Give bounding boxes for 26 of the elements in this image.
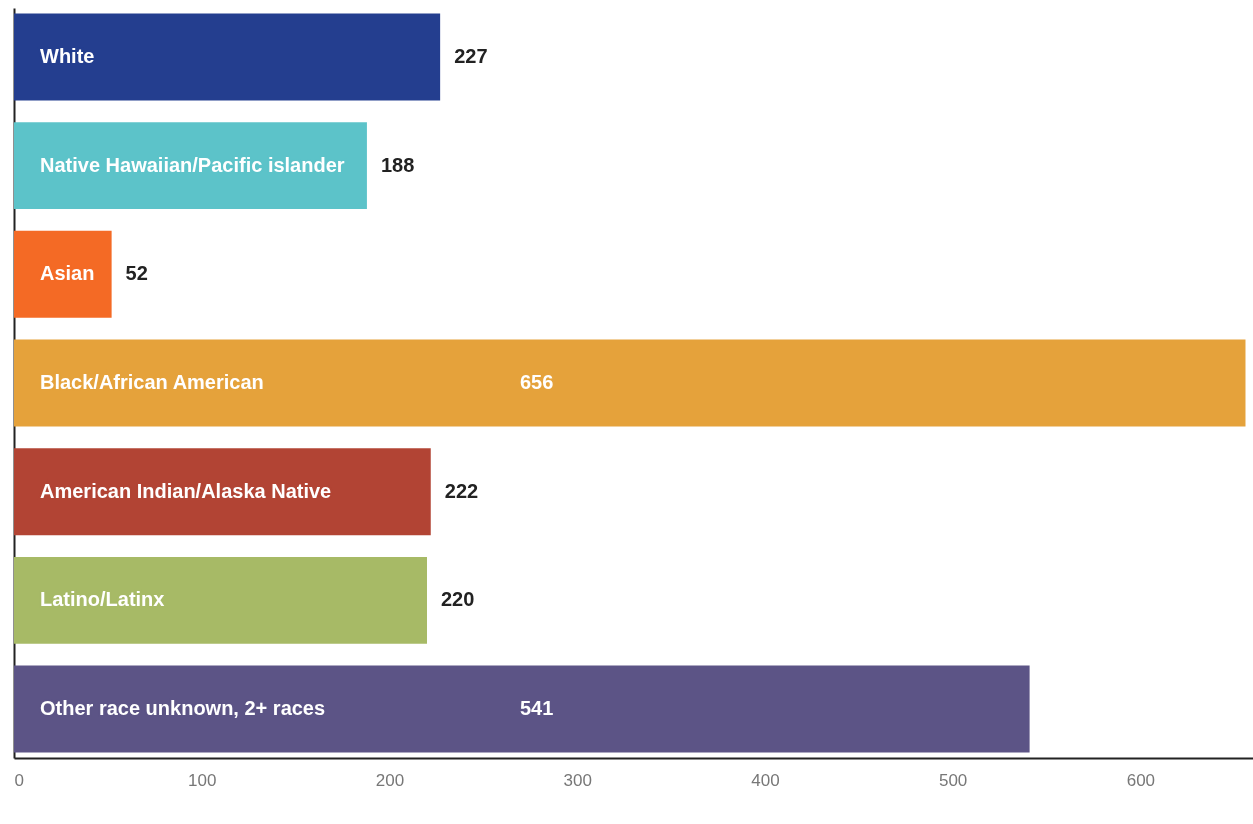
data-label: 188	[380, 153, 415, 176]
y-tick-label: Native Hawaiian/Pacific islander	[40, 153, 345, 176]
x-tick-label: 0	[14, 770, 24, 790]
y-tick-label: American Indian/Alaska Native	[40, 479, 332, 502]
data-label: 52	[125, 262, 148, 285]
y-tick-label: Other race unknown, 2+ races	[40, 697, 326, 720]
bar	[14, 556, 427, 644]
x-tick-label: 500	[938, 770, 968, 790]
y-tick-label: Asian	[40, 262, 95, 285]
x-tick-label: 200	[375, 770, 405, 790]
y-tick-label: Black/African American	[40, 371, 264, 393]
x-tick-label: 300	[563, 770, 592, 790]
x-tick-label: 400	[751, 770, 780, 790]
y-tick-label: Latino/Latinx	[40, 588, 165, 611]
bar	[14, 230, 112, 318]
bar	[14, 339, 1246, 427]
data-label: 220	[441, 588, 475, 611]
x-tick-label: 100	[188, 770, 217, 790]
bar	[14, 13, 441, 101]
data-label: 656	[520, 371, 554, 393]
x-tick-label: 600	[1126, 770, 1156, 790]
data-label: 227	[454, 44, 488, 67]
y-tick-label: White	[40, 44, 95, 67]
data-label: 222	[444, 479, 479, 502]
bar	[14, 665, 1030, 753]
data-label: 541	[520, 697, 554, 720]
